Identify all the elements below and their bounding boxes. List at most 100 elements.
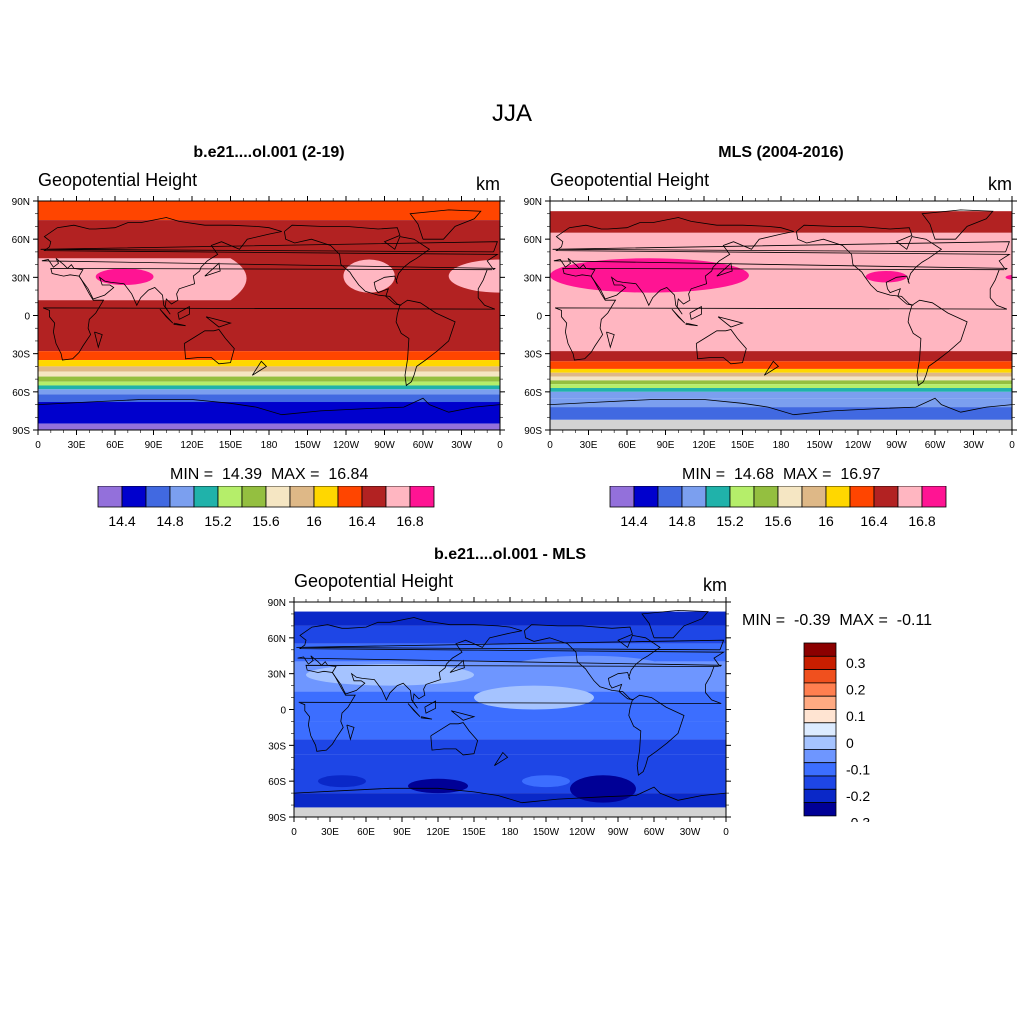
colorbar-swatch	[803, 682, 837, 697]
contour-band	[38, 376, 500, 382]
max-value: 16.97	[840, 466, 881, 483]
lat-label: 30S	[524, 350, 542, 361]
colorbar-swatch	[289, 486, 315, 508]
min-value: -0.39	[794, 612, 831, 629]
contour-band	[38, 360, 500, 367]
contour-band	[550, 388, 1012, 392]
colorbar-label: 0.2	[846, 682, 866, 698]
contour-band	[550, 372, 1012, 377]
colorbar-swatch	[777, 486, 803, 508]
colorbar-label: 0	[846, 735, 854, 751]
lon-label: 60W	[413, 440, 434, 451]
coastline	[42, 267, 496, 361]
contour-band	[550, 407, 1012, 420]
colorbar-swatch	[169, 486, 195, 508]
contour-band	[38, 423, 500, 430]
lat-label: 0	[24, 312, 30, 323]
panel-2-left-string: Geopotential Height	[550, 170, 710, 190]
colorbar-swatch	[753, 486, 779, 508]
colorbar-swatch	[337, 486, 363, 508]
colorbar-label: 16.8	[396, 513, 423, 529]
coastline	[553, 217, 1011, 315]
coastline	[671, 308, 686, 324]
lon-label: 150W	[294, 440, 321, 451]
contour-band	[550, 201, 1012, 212]
contour-band	[38, 381, 500, 386]
coastline	[550, 397, 1012, 416]
lat-label: 60S	[524, 388, 542, 399]
min-value: 14.68	[734, 466, 775, 483]
colorbar-label: 15.6	[252, 513, 279, 529]
coastline	[159, 308, 174, 324]
lon-label: 0	[35, 440, 41, 451]
contour-band	[550, 419, 1012, 430]
max-label: MAX =	[839, 612, 888, 629]
colorbar-label: 16	[818, 513, 834, 529]
lon-label: 30W	[451, 440, 472, 451]
contour-band	[550, 384, 1012, 389]
lon-label: 0	[497, 440, 503, 451]
lat-label: 30N	[524, 273, 542, 284]
contour-band	[550, 376, 1012, 381]
colorbar-label: 14.4	[108, 513, 135, 529]
lat-label: 30S	[268, 741, 286, 752]
contour-band	[294, 793, 726, 808]
coastline	[689, 305, 702, 320]
colorbar-label: -0.2	[846, 788, 870, 804]
lon-label: 90W	[374, 440, 395, 451]
coastline	[450, 710, 476, 721]
colorbar-swatch	[313, 486, 339, 508]
contour-region	[522, 775, 570, 788]
coastline	[284, 224, 431, 306]
lat-label: 30N	[268, 670, 286, 681]
colorbar-swatch	[803, 762, 837, 777]
contour-region	[306, 664, 474, 686]
lon-label: 150W	[533, 827, 560, 838]
contour-band	[550, 211, 1012, 233]
contour-band	[294, 754, 726, 794]
lon-label: 0	[291, 827, 297, 838]
colorbar-swatch	[145, 486, 171, 508]
colorbar-swatch	[803, 722, 837, 737]
panel-2-minmax: MIN = 14.68 MAX = 16.97	[682, 466, 880, 484]
coastline	[424, 700, 436, 714]
lon-label: 60E	[106, 440, 124, 451]
coastline	[420, 716, 433, 720]
colorbar-swatch	[609, 486, 635, 508]
panel-1-map: 90N 60N 30N 0 30S 60S 90S 0 30E 60E 90E 120E 150E 180…	[12, 196, 505, 451]
contour-band	[550, 380, 1012, 385]
contour-region	[1005, 274, 1012, 280]
contour-band	[294, 602, 726, 612]
lat-label: 90S	[268, 813, 286, 824]
colorbar-swatch	[217, 486, 243, 508]
panel-1-minmax: MIN = 14.39 MAX = 16.84	[170, 466, 368, 484]
contour-band	[550, 361, 1012, 369]
coastline	[346, 724, 355, 741]
colorbar-label: 16.8	[908, 513, 935, 529]
coastline	[298, 664, 722, 752]
coastline	[921, 209, 994, 240]
min-label: MIN =	[742, 612, 786, 629]
lon-label: 90E	[145, 440, 163, 451]
lon-label: 180	[773, 440, 790, 451]
min-value: 14.39	[222, 466, 263, 483]
colorbar-swatch	[97, 486, 123, 508]
colorbar-swatch	[265, 486, 291, 508]
coastline	[177, 305, 190, 320]
lon-label: 60W	[644, 827, 665, 838]
contour-band	[38, 385, 500, 390]
contour-band	[38, 201, 500, 221]
panel-3-colorbar: 0.3 0.2 0.1 0 -0.1 -0.2 -0.3	[803, 642, 870, 822]
coastline	[628, 694, 685, 776]
colorbar-swatch	[633, 486, 659, 508]
coastline	[296, 639, 725, 651]
colorbar-swatch	[803, 749, 837, 764]
colorbar-label: 0.3	[846, 655, 866, 671]
lat-label: 90N	[12, 197, 30, 208]
colorbar-swatch	[361, 486, 387, 508]
colorbar-swatch	[193, 486, 219, 508]
lon-label: 60E	[618, 440, 636, 451]
lat-label: 60N	[268, 634, 286, 645]
coastline	[695, 329, 747, 365]
coastline	[641, 609, 709, 639]
